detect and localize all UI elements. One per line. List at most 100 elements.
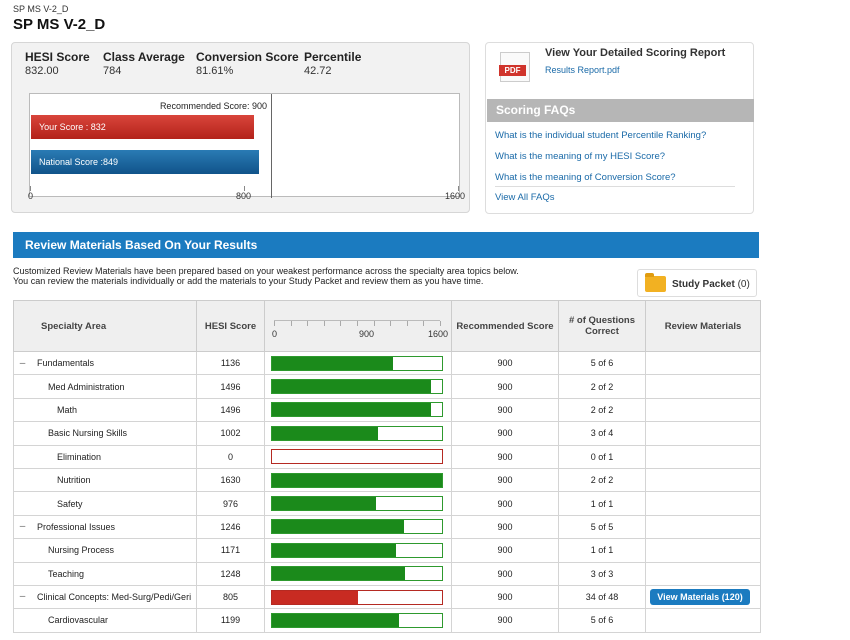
- score-summary-panel: HESI Score 832.00 Class Average 784 Conv…: [11, 42, 470, 213]
- collapse-toggle[interactable]: –: [19, 591, 26, 603]
- specialty-area-cell: Math: [13, 397, 197, 423]
- score-bar-cell: [264, 350, 452, 376]
- specialty-area-label: Nutrition: [57, 475, 91, 486]
- metric-label: Percentile: [304, 50, 362, 64]
- hesi-score-cell: 1171: [196, 538, 265, 563]
- score-bar: [271, 355, 443, 371]
- faq-link-conversion-score[interactable]: What is the meaning of Conversion Score?: [495, 172, 676, 183]
- specialty-area-cell: Basic Nursing Skills: [13, 421, 197, 446]
- col-specialty-area: Specialty Area: [13, 300, 197, 352]
- axis-tick-mark: [30, 186, 31, 191]
- hesi-score-cell: 1630: [196, 467, 265, 493]
- questions-correct-cell: 2 of 2: [558, 374, 646, 399]
- report-title: View Your Detailed Scoring Report: [545, 47, 726, 59]
- score-bar-cell: [264, 491, 452, 516]
- score-bar-fill: [272, 567, 405, 581]
- score-bar-fill: [272, 403, 431, 417]
- recommended-score-line: [271, 94, 273, 198]
- axis-tick-label: 800: [236, 191, 252, 201]
- specialty-area-label: Math: [57, 404, 78, 415]
- table-row: Med Administration 1496 900 2 of 2: [13, 374, 761, 399]
- recommended-score-cell: 900: [451, 491, 559, 516]
- scale-ticks: [274, 320, 441, 326]
- questions-correct-cell: 5 of 5: [558, 514, 646, 540]
- score-bar-cell: [264, 444, 452, 469]
- specialty-area-cell: – Professional Issues: [13, 514, 197, 540]
- questions-correct-cell: 3 of 3: [558, 561, 646, 586]
- view-materials-label: View Materials: [657, 592, 720, 603]
- questions-correct-cell: 2 of 2: [558, 397, 646, 423]
- recommended-score-cell: 900: [451, 584, 559, 610]
- collapse-toggle[interactable]: –: [19, 521, 26, 533]
- col-questions-correct: # of Questions Correct: [558, 300, 646, 352]
- scale-tick-mark: [290, 321, 292, 326]
- breadcrumb: SP MS V-2_D: [13, 4, 69, 14]
- collapse-toggle[interactable]: –: [19, 357, 26, 369]
- questions-correct-cell: 34 of 48: [558, 584, 646, 610]
- specialty-area-cell: Elimination: [13, 444, 197, 469]
- pdf-icon[interactable]: PDF: [499, 52, 530, 82]
- hesi-score-cell: 1002: [196, 421, 265, 446]
- score-bar-chart: Recommended Score: 900 Your Score : 832 …: [29, 93, 460, 198]
- metric-value: 81.61%: [196, 65, 234, 77]
- axis-tick-mark: [244, 186, 245, 191]
- col-review-materials: Review Materials: [645, 300, 761, 352]
- specialty-area-label: Med Administration: [48, 381, 125, 392]
- review-materials-cell: [645, 538, 761, 563]
- national-score-bar: National Score :849: [31, 150, 259, 174]
- axis-tick-label: 1600: [445, 191, 466, 201]
- study-packet-label: Study Packet (0): [672, 279, 750, 290]
- scale-tick-mark: [423, 321, 425, 326]
- folder-icon: [645, 273, 666, 292]
- hesi-score-cell: 1136: [196, 350, 265, 376]
- score-bar-fill: [272, 543, 397, 557]
- score-bar-cell: [264, 397, 452, 423]
- recommended-score-cell: 900: [451, 561, 559, 586]
- score-bar-fill: [272, 520, 405, 534]
- specialty-area-label: Professional Issues: [37, 521, 116, 532]
- faq-link-hesi-score[interactable]: What is the meaning of my HESI Score?: [495, 151, 666, 162]
- faq-link-percentile[interactable]: What is the individual student Percentil…: [495, 130, 707, 141]
- specialty-area-label: Fundamentals: [37, 358, 95, 369]
- study-packet-count: (0): [737, 279, 750, 290]
- questions-correct-cell: 1 of 1: [558, 491, 646, 516]
- metric-class-average: Class Average 784: [103, 50, 185, 77]
- specialty-area-label: Elimination: [57, 451, 102, 462]
- table-row: Safety 976 900 1 of 1: [13, 491, 761, 516]
- review-materials-header: Review Materials Based On Your Results: [13, 232, 759, 258]
- metric-label: Conversion Score: [196, 50, 299, 64]
- study-packet-button[interactable]: Study Packet (0): [637, 269, 757, 297]
- review-materials-cell: View Materials (120): [645, 584, 761, 610]
- table-row: Basic Nursing Skills 1002 900 3 of 4: [13, 421, 761, 446]
- score-scale: 0 900 1600: [266, 302, 450, 350]
- scale-tick-mark: [323, 321, 325, 326]
- score-bar-cell: [264, 538, 452, 563]
- recommended-score-cell: 900: [451, 421, 559, 446]
- score-bar-fill: [272, 613, 400, 627]
- faq-header: Scoring FAQs: [487, 99, 754, 122]
- score-bar: [271, 425, 443, 441]
- specialty-area-label: Clinical Concepts: Med-Surg/Pedi/Geri: [37, 592, 192, 603]
- scale-tick-mark: [440, 321, 441, 326]
- recommended-score-cell: 900: [451, 608, 559, 633]
- score-bar: [271, 566, 443, 582]
- specialty-area-cell: Nutrition: [13, 467, 197, 493]
- scale-tick-label: 1600: [428, 329, 449, 339]
- hesi-score-cell: 805: [196, 584, 265, 610]
- view-all-faqs-link[interactable]: View All FAQs: [495, 192, 555, 203]
- results-report-link[interactable]: Results Report.pdf: [545, 65, 620, 75]
- score-bar: [271, 612, 443, 628]
- review-materials-cell: [645, 421, 761, 446]
- specialty-area-label: Basic Nursing Skills: [48, 428, 128, 439]
- questions-correct-cell: 1 of 1: [558, 538, 646, 563]
- questions-correct-cell: 5 of 6: [558, 608, 646, 633]
- score-bar-fill: [272, 356, 393, 370]
- recommended-score-cell: 900: [451, 397, 559, 423]
- metric-label: HESI Score: [25, 50, 90, 64]
- faq-divider: [495, 186, 735, 187]
- score-bar: [271, 449, 443, 465]
- view-materials-button[interactable]: View Materials (120): [650, 589, 750, 606]
- review-description: Customized Review Materials have been pr…: [13, 266, 558, 286]
- study-packet-text: Study Packet: [672, 279, 735, 290]
- specialty-area-cell: Nursing Process: [13, 538, 197, 563]
